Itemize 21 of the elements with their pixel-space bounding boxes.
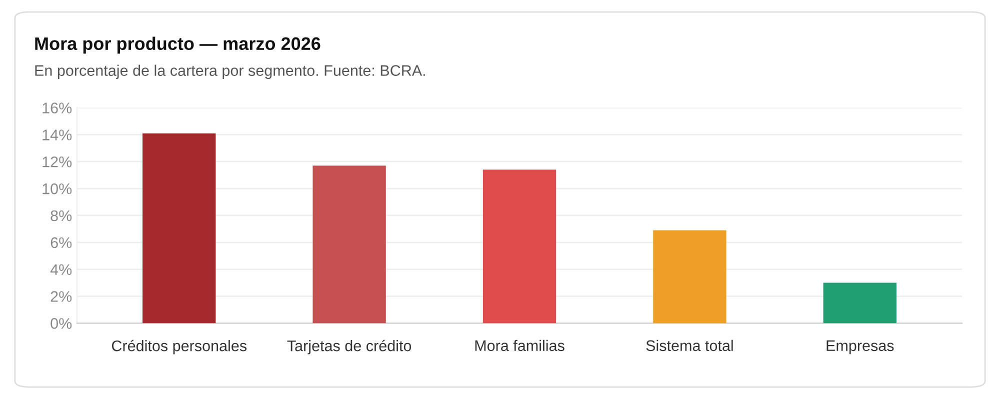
x-tick-label: Empresas — [826, 340, 894, 354]
x-tick-label: Mora familias — [475, 340, 564, 352]
bar — [823, 282, 896, 324]
y-tick-label: 12% — [42, 156, 72, 168]
y-tick-label: 4% — [50, 264, 72, 275]
y-tick-label: 6% — [50, 237, 72, 248]
y-tick-label: 2% — [50, 291, 72, 302]
bar — [653, 230, 726, 324]
chart-subtitle: En porcentaje de la cartera por segmento. Fuente: BCRA. — [35, 64, 425, 79]
x-tick-label: Sistema total — [646, 340, 733, 352]
chart-title: Mora por producto — marzo 2026 — [35, 36, 320, 54]
y-tick-label: 8% — [50, 210, 72, 222]
y-tick-label: 14% — [42, 130, 72, 140]
y-tick-label: 0% — [50, 318, 72, 329]
x-tick-label: Créditos personales — [112, 340, 247, 354]
bar — [482, 170, 556, 324]
x-tick-label: Tarjetas de crédito — [287, 340, 412, 354]
bar — [312, 166, 386, 324]
y-tick-label: 16% — [42, 102, 72, 114]
y-tick-label: 10% — [42, 183, 72, 194]
bar — [142, 133, 216, 324]
